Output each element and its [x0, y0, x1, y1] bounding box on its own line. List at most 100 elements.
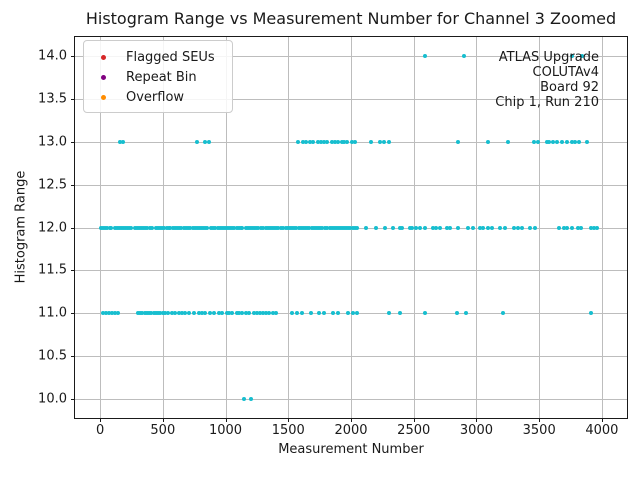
data-point: [156, 225, 161, 230]
data-point: [336, 225, 341, 230]
data-point: [156, 311, 161, 316]
data-point: [346, 225, 351, 230]
data-point: [397, 225, 402, 230]
data-point: [239, 311, 244, 316]
data-point: [335, 139, 340, 144]
annotation-line: Board 92: [540, 80, 599, 95]
data-point: [456, 225, 461, 230]
data-point: [418, 225, 422, 230]
x-tick-label: 3000: [459, 423, 493, 438]
data-point: [252, 225, 257, 230]
data-point: [320, 225, 325, 230]
data-point: [391, 225, 396, 230]
data-point: [557, 225, 562, 230]
y-gridline: [75, 270, 627, 272]
data-point: [301, 139, 306, 144]
data-point: [232, 225, 237, 230]
data-point: [274, 225, 279, 230]
y-tick-label: 10.5: [38, 348, 67, 364]
x-tick-label: 2500: [397, 423, 431, 438]
data-point: [295, 311, 300, 316]
y-axis-label: Histogram Range: [13, 170, 29, 284]
annotation-line: ATLAS Upgrade: [498, 50, 599, 65]
data-point: [192, 225, 197, 230]
data-point: [387, 311, 392, 316]
data-point: [344, 225, 349, 230]
data-point: [290, 225, 295, 230]
data-point: [331, 225, 336, 230]
data-point: [267, 225, 272, 230]
data-point: [461, 53, 466, 58]
data-point: [329, 225, 334, 230]
data-point: [382, 139, 387, 144]
data-point: [413, 225, 418, 230]
x-tick-mark: [225, 418, 227, 422]
data-point: [115, 311, 120, 316]
data-point: [332, 139, 337, 144]
data-point: [260, 225, 265, 230]
data-point: [138, 225, 143, 230]
y-tick-mark: [71, 270, 75, 272]
data-point: [250, 225, 255, 230]
data-point: [177, 225, 182, 230]
annotation-text: ATLAS Upgrade COLUTAv4 Board 92 Chip 1, Run…: [495, 50, 599, 110]
data-point: [348, 225, 353, 230]
data-point: [333, 225, 338, 230]
data-point: [125, 225, 130, 230]
data-point: [228, 225, 233, 230]
x-tick-mark: [601, 418, 603, 422]
data-point: [99, 225, 104, 230]
data-point: [434, 225, 439, 230]
x-tick-mark: [539, 418, 541, 422]
data-point: [164, 225, 169, 230]
data-point: [112, 225, 117, 230]
data-point: [251, 311, 256, 316]
y-tick-mark: [71, 313, 75, 315]
data-point: [410, 225, 415, 230]
data-point: [311, 139, 316, 144]
legend-label: Repeat Bin: [126, 69, 197, 85]
data-point: [565, 225, 570, 230]
data-point: [209, 225, 214, 230]
data-point: [423, 225, 428, 230]
y-gridline: [75, 55, 627, 57]
data-point: [191, 311, 196, 316]
data-point: [264, 311, 269, 316]
data-point: [342, 139, 347, 144]
data-point: [135, 311, 140, 316]
data-point: [588, 311, 593, 316]
data-point: [207, 139, 212, 144]
data-point: [533, 225, 538, 230]
data-point: [278, 225, 283, 230]
data-point: [223, 225, 228, 230]
y-tick-mark: [71, 399, 75, 401]
data-point: [485, 225, 490, 230]
data-point: [382, 225, 387, 230]
data-point: [280, 225, 285, 230]
data-point: [292, 225, 297, 230]
data-point: [591, 225, 596, 230]
data-point: [308, 311, 313, 316]
data-point: [258, 311, 263, 316]
data-point: [573, 139, 578, 144]
data-point: [438, 225, 443, 230]
data-point: [569, 53, 574, 58]
data-point: [296, 225, 301, 230]
data-point: [307, 139, 312, 144]
data-point: [594, 225, 599, 230]
data-point: [240, 225, 245, 230]
data-point: [190, 225, 195, 230]
data-point: [350, 139, 355, 144]
data-point: [464, 311, 469, 316]
data-point: [144, 311, 149, 316]
data-point: [325, 225, 330, 230]
data-point: [194, 139, 199, 144]
data-point: [303, 225, 308, 230]
data-point: [199, 225, 204, 230]
data-point: [127, 225, 132, 230]
y-gridline: [75, 98, 627, 100]
data-point: [216, 311, 221, 316]
data-point: [113, 311, 118, 316]
y-tick-label: 11.5: [38, 262, 67, 278]
